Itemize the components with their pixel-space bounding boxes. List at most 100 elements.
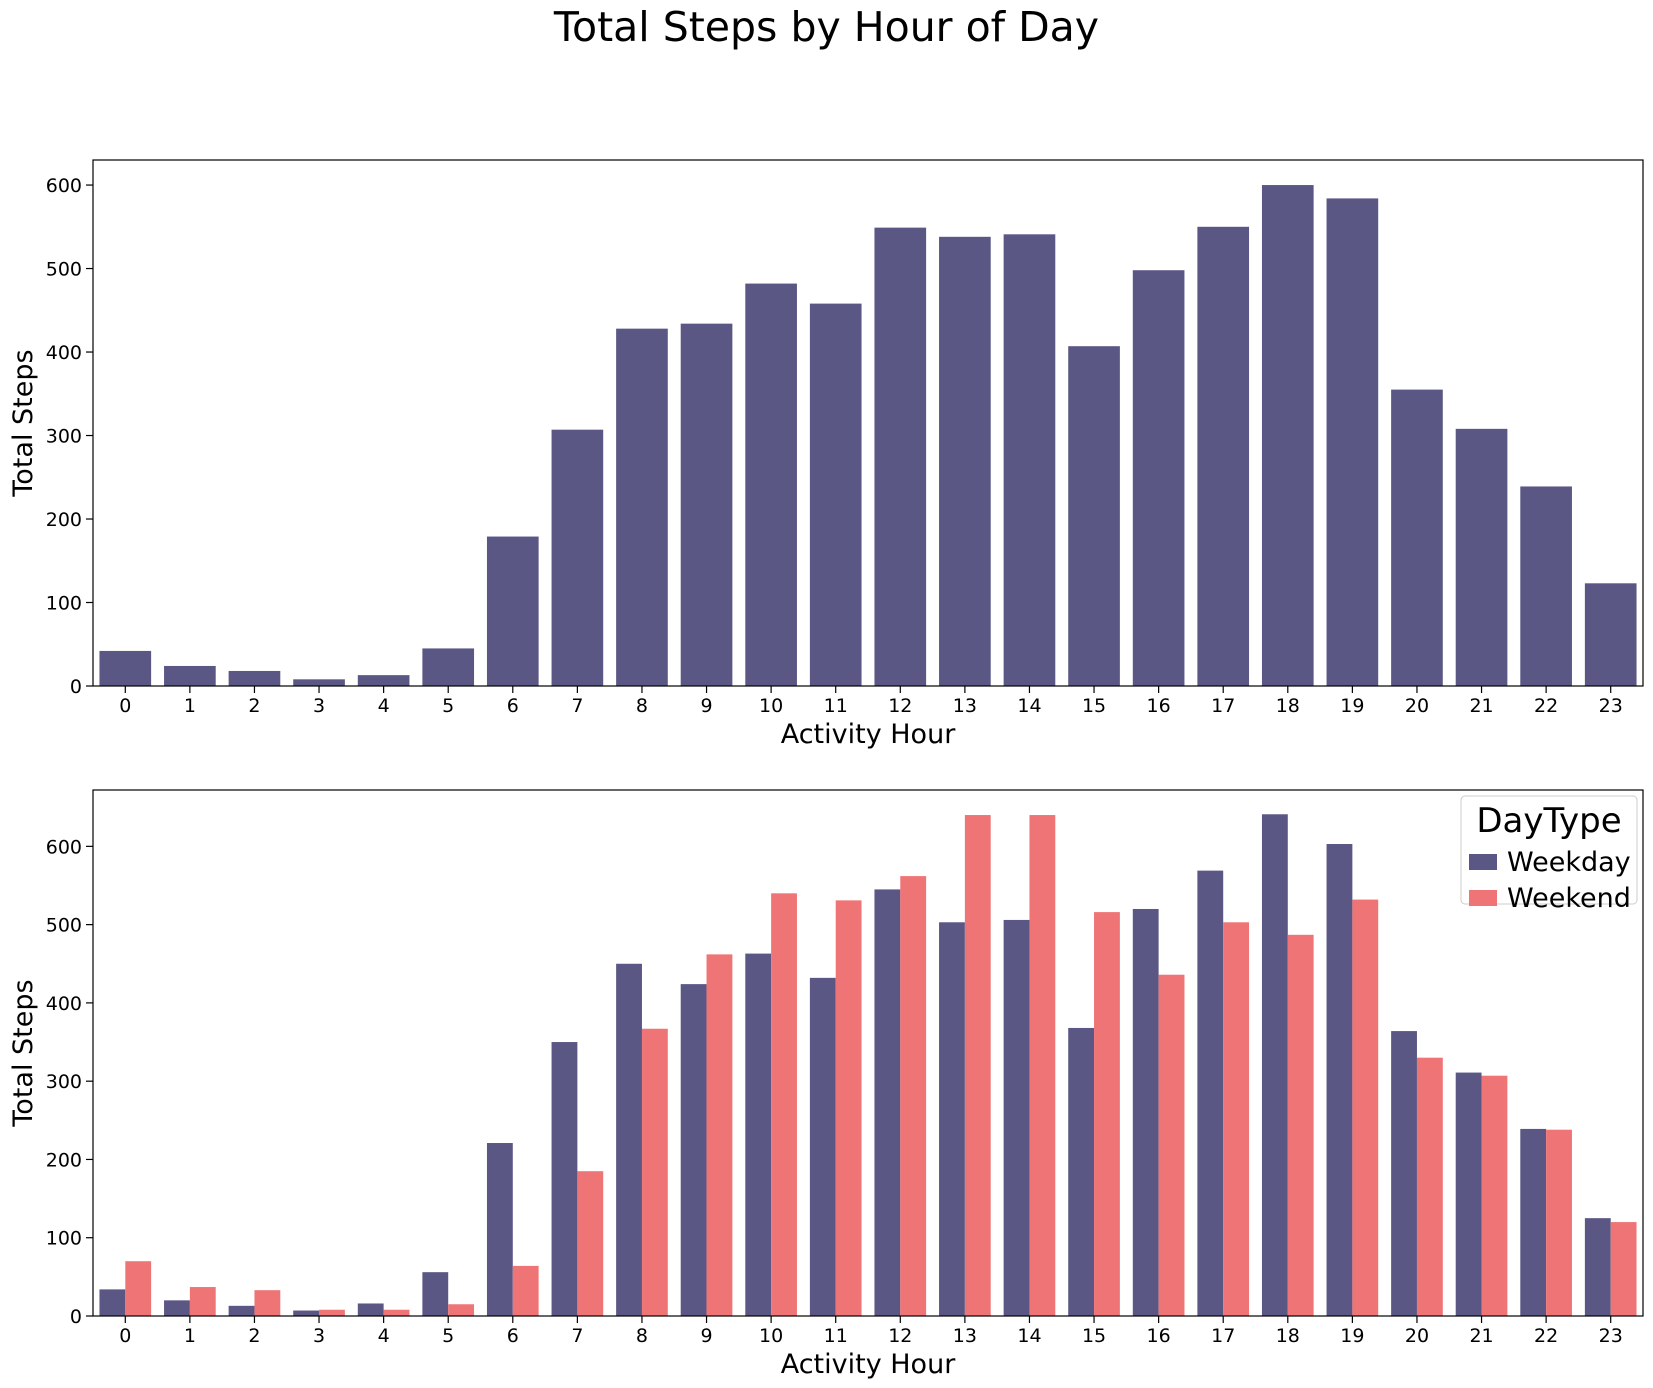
y-tick-label: 200 xyxy=(46,1149,82,1171)
x-tick-label: 8 xyxy=(636,695,648,717)
bar-weekend-23 xyxy=(1610,1222,1637,1316)
bar-weekend-5 xyxy=(448,1304,475,1316)
bar-23 xyxy=(1584,583,1637,686)
bar-5 xyxy=(422,648,475,686)
bar-19 xyxy=(1326,198,1379,686)
x-tick-label: 21 xyxy=(1469,695,1493,717)
y-tick-label: 400 xyxy=(46,342,82,364)
bar-weekday-12 xyxy=(874,889,901,1316)
bar-weekend-6 xyxy=(512,1265,539,1316)
bar-13 xyxy=(939,236,991,687)
bar-weekday-3 xyxy=(293,1310,320,1316)
y-tick-label: 500 xyxy=(46,259,82,281)
bar-weekend-19 xyxy=(1352,899,1379,1316)
bar-weekend-0 xyxy=(125,1261,152,1316)
bar-16 xyxy=(1132,270,1185,686)
bar-weekday-16 xyxy=(1132,908,1159,1316)
y-tick-label: 600 xyxy=(46,175,82,197)
bar-weekday-4 xyxy=(357,1303,384,1316)
y-tick-label: 0 xyxy=(70,1306,82,1328)
bar-weekday-20 xyxy=(1391,1031,1417,1316)
x-tick-label: 11 xyxy=(824,695,848,717)
x-tick-label: 18 xyxy=(1276,1325,1300,1347)
x-tick-label: 20 xyxy=(1405,695,1429,717)
bar-weekend-1 xyxy=(189,1287,216,1316)
x-tick-label: 1 xyxy=(184,695,196,717)
x-tick-label: 1 xyxy=(184,1325,196,1347)
bar-weekend-15 xyxy=(1094,912,1120,1316)
plot-frame xyxy=(92,789,1644,1317)
x-tick-label: 12 xyxy=(888,1325,912,1347)
x-tick-label: 9 xyxy=(700,1325,712,1347)
bar-weekday-5 xyxy=(422,1272,449,1316)
bar-weekend-11 xyxy=(835,900,862,1316)
bar-weekend-13 xyxy=(964,815,991,1316)
bar-weekday-8 xyxy=(616,963,642,1316)
x-tick-label: 21 xyxy=(1469,1325,1493,1347)
legend-title: DayType xyxy=(1476,801,1621,841)
bar-weekend-9 xyxy=(706,954,733,1316)
bar-0 xyxy=(99,650,152,686)
x-tick-label: 5 xyxy=(442,1325,454,1347)
x-axis-label: Activity Hour xyxy=(781,719,956,750)
plot-frame xyxy=(92,159,1644,687)
legend-label-weekend: Weekend xyxy=(1507,883,1631,914)
bar-weekend-18 xyxy=(1287,934,1314,1316)
bar-weekend-16 xyxy=(1158,974,1185,1316)
legend-box xyxy=(1460,795,1638,905)
bar-11 xyxy=(809,303,862,686)
bar-20 xyxy=(1391,389,1443,686)
bar-weekday-13 xyxy=(939,922,965,1316)
x-tick-label: 2 xyxy=(248,1325,260,1347)
x-tick-label: 7 xyxy=(571,1325,583,1347)
bar-weekday-10 xyxy=(745,953,772,1316)
x-tick-label: 5 xyxy=(442,695,454,717)
y-tick-label: 100 xyxy=(46,593,82,615)
x-tick-label: 16 xyxy=(1147,1325,1171,1347)
bar-weekend-7 xyxy=(577,1171,604,1316)
x-tick-label: 0 xyxy=(119,695,131,717)
bar-15 xyxy=(1068,346,1120,686)
y-tick-label: 500 xyxy=(46,915,82,937)
bottom-chart: 0 1 2 3 4 5 6 7 8 9 10 11 12 13 14 15 16 17 18 19 20 21 22 2301… xyxy=(8,789,1644,1380)
x-tick-label: 7 xyxy=(571,695,583,717)
bar-weekend-17 xyxy=(1223,922,1250,1316)
y-tick-label: 400 xyxy=(46,993,82,1015)
bar-weekend-10 xyxy=(771,893,797,1316)
bar-3 xyxy=(293,679,345,686)
x-tick-label: 4 xyxy=(378,1325,390,1347)
x-tick-label: 22 xyxy=(1534,695,1558,717)
legend-swatch-weekend xyxy=(1469,890,1497,906)
y-axis-label: Total Steps xyxy=(8,979,39,1127)
bar-7 xyxy=(551,429,604,686)
bar-weekday-22 xyxy=(1520,1128,1547,1316)
bar-weekday-23 xyxy=(1584,1218,1611,1316)
bar-8 xyxy=(616,328,668,686)
bar-6 xyxy=(486,536,539,686)
bar-18 xyxy=(1261,185,1314,687)
y-tick-label: 300 xyxy=(46,1071,82,1093)
bar-weekend-20 xyxy=(1416,1057,1443,1316)
bar-weekday-18 xyxy=(1261,814,1288,1316)
x-tick-label: 2 xyxy=(248,695,260,717)
x-tick-label: 15 xyxy=(1082,1325,1106,1347)
bar-weekday-0 xyxy=(99,1289,126,1316)
x-tick-label: 15 xyxy=(1082,695,1106,717)
x-tick-label: 8 xyxy=(636,1325,648,1347)
bar-21 xyxy=(1455,428,1508,686)
x-tick-label: 6 xyxy=(507,1325,519,1347)
bar-14 xyxy=(1003,234,1056,687)
bar-weekend-2 xyxy=(254,1290,281,1316)
legend-label-weekday: Weekday xyxy=(1507,847,1631,878)
bar-weekday-11 xyxy=(809,977,836,1316)
top-chart: 0 1 2 3 4 5 6 7 8 9 10 11 12 13 14 15 16 17 18 19 20 21 22 2301… xyxy=(8,159,1644,750)
bar-22 xyxy=(1520,486,1572,686)
y-tick-label: 100 xyxy=(46,1228,82,1250)
bar-4 xyxy=(357,675,410,686)
bar-weekend-3 xyxy=(319,1309,345,1316)
x-tick-label: 9 xyxy=(700,695,712,717)
x-tick-label: 4 xyxy=(378,695,390,717)
bar-weekday-7 xyxy=(551,1042,578,1316)
x-tick-label: 10 xyxy=(759,695,783,717)
bar-9 xyxy=(680,323,733,686)
